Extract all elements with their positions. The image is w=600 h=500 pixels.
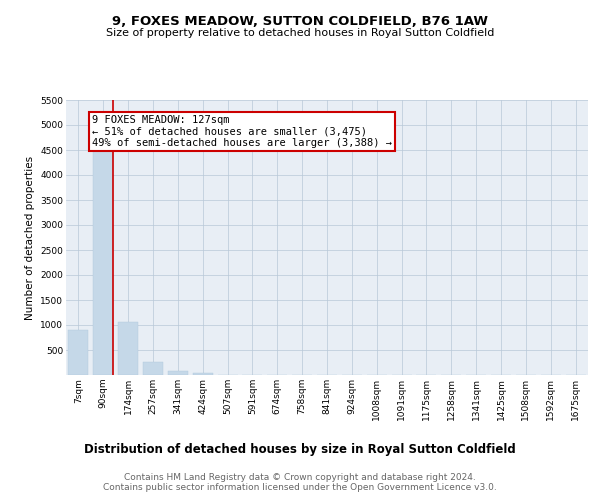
Text: 9 FOXES MEADOW: 127sqm
← 51% of detached houses are smaller (3,475)
49% of semi-: 9 FOXES MEADOW: 127sqm ← 51% of detached… (92, 115, 392, 148)
Text: Distribution of detached houses by size in Royal Sutton Coldfield: Distribution of detached houses by size … (84, 442, 516, 456)
Text: Contains HM Land Registry data © Crown copyright and database right 2024.
Contai: Contains HM Land Registry data © Crown c… (103, 472, 497, 492)
Bar (143, 362, 163, 375)
Bar (94, 148, 113, 375)
Text: Size of property relative to detached houses in Royal Sutton Coldfield: Size of property relative to detached ho… (106, 28, 494, 38)
Bar (118, 322, 138, 375)
Bar (68, 330, 88, 375)
Y-axis label: Number of detached properties: Number of detached properties (25, 156, 35, 320)
Bar (193, 372, 212, 375)
Bar (168, 371, 188, 375)
Text: 9, FOXES MEADOW, SUTTON COLDFIELD, B76 1AW: 9, FOXES MEADOW, SUTTON COLDFIELD, B76 1… (112, 15, 488, 28)
